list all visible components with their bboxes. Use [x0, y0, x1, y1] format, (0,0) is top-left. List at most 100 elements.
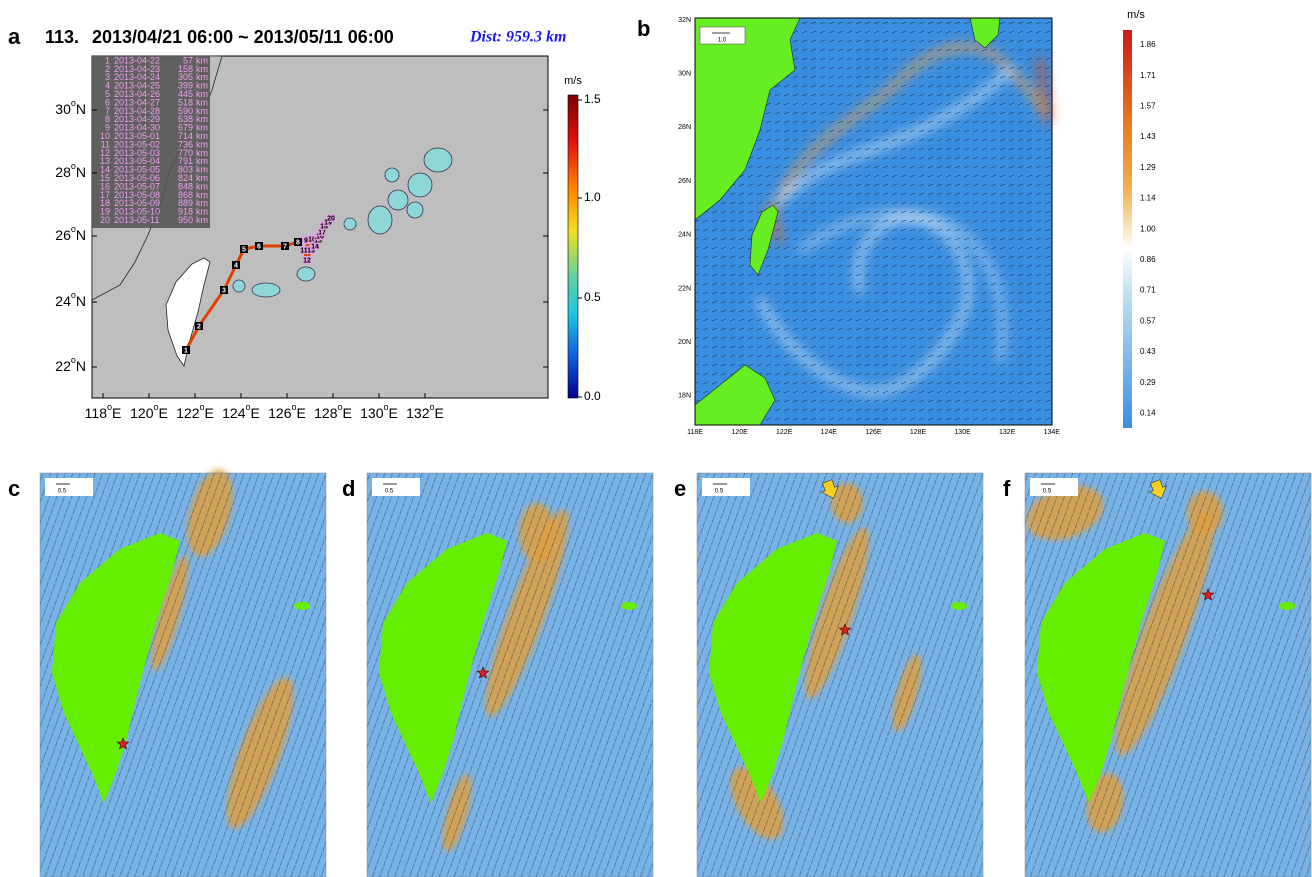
axis-label: 126oE: [268, 402, 306, 420]
legend-day: 8: [105, 114, 110, 124]
axis-label: 24oN: [55, 290, 86, 308]
hemisphere: E: [343, 405, 352, 421]
axis-label: 120E: [731, 429, 748, 436]
island: [951, 602, 967, 610]
legend-date: 2013-05-03: [114, 148, 160, 158]
legend-unit: km: [196, 89, 208, 99]
colorbar-label: 1.71: [1140, 71, 1156, 80]
day-number: 19: [324, 219, 332, 226]
day-number: 11: [300, 247, 308, 254]
colorbar-label: 0.57: [1140, 316, 1156, 325]
scale-box: [702, 478, 750, 496]
scale-label: 0.5: [715, 489, 724, 495]
hemisphere: N: [76, 164, 86, 180]
degree-value: 128: [314, 405, 338, 421]
legend-date: 2013-05-05: [114, 165, 160, 175]
axis-label: 26oN: [55, 224, 86, 242]
legend-unit: km: [196, 81, 208, 91]
legend-distance: 518: [178, 97, 193, 107]
legend-date: 2013-04-27: [114, 97, 160, 107]
axis-label: 128oE: [314, 402, 352, 420]
day-number: 1: [184, 347, 188, 354]
legend-day: 7: [105, 106, 110, 116]
day-number: 8: [296, 239, 300, 246]
axis-label: 30oN: [55, 98, 86, 116]
axis-label: 124oE: [222, 402, 260, 420]
legend-distance: 445: [178, 89, 193, 99]
panel-d: 0.5: [366, 472, 654, 877]
axis-label: 32N: [678, 17, 691, 24]
panel-label: e: [674, 476, 686, 501]
legend-distance: 770: [178, 148, 193, 158]
axis-label: 24N: [678, 232, 691, 239]
day-marker: [318, 228, 326, 236]
legend-unit: km: [196, 139, 208, 149]
legend-day: 9: [105, 123, 110, 133]
legend-unit: km: [196, 97, 208, 107]
legend-day: 3: [105, 72, 110, 82]
taiwan: [165, 257, 211, 367]
legend-unit: km: [196, 198, 208, 208]
legend-distance: 638: [178, 114, 193, 124]
legend-distance: 791: [178, 156, 193, 166]
axis-label: 126E: [865, 429, 882, 436]
legend-date: 2013-04-22: [114, 55, 160, 65]
degree-value: 124: [222, 405, 246, 421]
day-number: 15: [314, 237, 322, 244]
day-marker: [311, 242, 319, 250]
panel-label: f: [1003, 476, 1011, 501]
degree-mark: o: [200, 402, 205, 412]
axis-label: 30N: [678, 71, 691, 78]
day-marker: [232, 261, 240, 269]
degree-value: 28: [55, 164, 71, 180]
degree-mark: o: [384, 402, 389, 412]
degree-value: 22: [55, 358, 71, 374]
legend-day: 18: [100, 198, 110, 208]
colorbar-label: 0.86: [1140, 255, 1156, 264]
legend-day: 19: [100, 207, 110, 217]
legend-distance: 868: [178, 190, 193, 200]
legend-unit: km: [196, 72, 208, 82]
legend-unit: km: [196, 131, 208, 141]
day-number: 13: [307, 247, 315, 254]
degree-mark: o: [71, 161, 76, 171]
axis-label: 130oE: [360, 402, 398, 420]
colorbar-label: 0.43: [1140, 347, 1156, 356]
legend-distance: 803: [178, 165, 193, 175]
legend-distance: 57: [183, 55, 193, 65]
axis-label: 128E: [910, 429, 927, 436]
degree-value: 122: [176, 405, 200, 421]
legend-date: 2013-05-10: [114, 207, 160, 217]
island: [621, 602, 637, 610]
legend-distance: 305: [178, 72, 193, 82]
hemisphere: E: [205, 405, 214, 421]
legend-distance: 714: [178, 131, 193, 141]
colorbar-label: 1.43: [1140, 132, 1156, 141]
day-number: 14: [311, 243, 319, 250]
day-marker: [327, 214, 335, 222]
scale-box: [1030, 478, 1078, 496]
day-number: 7: [283, 243, 287, 250]
legend-distance: 950: [178, 215, 193, 225]
day-marker: [195, 322, 203, 330]
day-number: 20: [327, 215, 335, 222]
axis-label: 118oE: [85, 402, 122, 420]
legend-day: 2: [105, 64, 110, 74]
panel-f: 0.5: [1024, 472, 1312, 877]
day-number: 6: [257, 243, 261, 250]
hemisphere: E: [389, 405, 398, 421]
legend-unit: km: [196, 165, 208, 175]
legend-date: 2013-05-02: [114, 139, 160, 149]
legend-distance: 824: [178, 173, 193, 183]
day-number: 10: [308, 236, 316, 243]
legend-date: 2013-04-30: [114, 123, 160, 133]
axis-label: 28oN: [55, 161, 86, 179]
colorbar-label: 1.14: [1140, 194, 1156, 203]
axis-label: 26N: [678, 178, 691, 185]
legend-date: 2013-04-25: [114, 81, 160, 91]
degree-value: 118: [85, 405, 108, 421]
legend-day: 5: [105, 89, 110, 99]
legend-date: 2013-05-07: [114, 181, 160, 191]
axis-label: 118E: [687, 429, 703, 436]
